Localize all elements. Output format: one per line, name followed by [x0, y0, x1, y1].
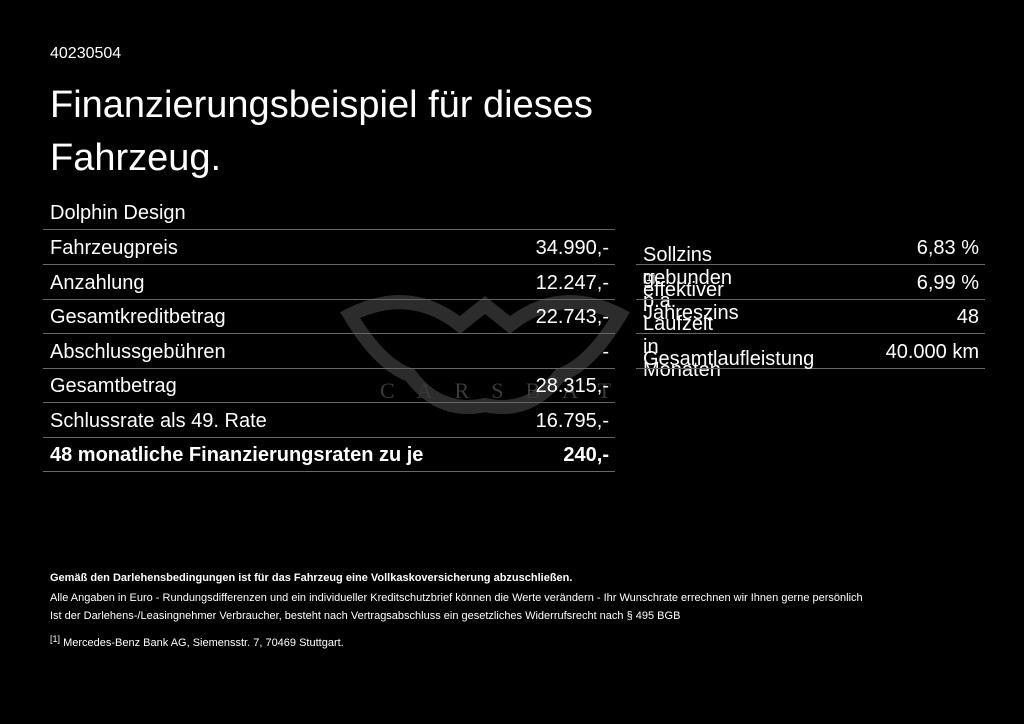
label-text: Sollzins gebunden p.a. — [643, 244, 732, 312]
label: Gesamtbetrag — [50, 375, 177, 397]
code: 40230504 — [50, 45, 122, 62]
value: 6,99 % — [916, 271, 979, 294]
label: Gesamtkreditbetrag — [50, 306, 226, 328]
table-row: Laufzeit in Monaten 48 — [636, 299, 985, 381]
label-text: effektiver Jahreszins — [643, 278, 739, 324]
footnote-mark: [1] — [50, 634, 61, 644]
table-row: Sollzins gebunden p.a. 6,83 % — [636, 230, 985, 312]
title: Fahrzeug. — [50, 137, 222, 179]
label: 48 monatliche Finanzierungsraten zu je — [50, 444, 424, 466]
footnote: [1] Mercedes-Benz Bank AG, Siemensstr. 7… — [50, 634, 344, 649]
table-row: Abschlussgebühren - — [43, 334, 615, 369]
caption: Dolphin Design — [50, 202, 186, 224]
table-row: Gesamtkreditbetrag 22.743,- — [43, 299, 615, 334]
table-row: Anzahlung 12.247,- — [43, 265, 615, 300]
total-row: 48 monatliche Finanzierungsraten zu je 24… — [43, 437, 615, 472]
value: - — [602, 340, 609, 363]
table-row: Fahrzeugpreis 34.990,- — [43, 230, 615, 265]
label-text: Laufzeit in Monaten — [643, 313, 721, 381]
table-row: effektiver Jahreszins [1] 6,99 % — [636, 265, 985, 324]
footnote-text: Mercedes-Benz Bank AG, Siemensstr. 7, 70… — [63, 637, 344, 649]
value: 240,- — [563, 444, 609, 466]
label-text: Gesamtlaufleistung — [643, 347, 815, 370]
note: Ist der Darlehens-/Leasingnehmer Verbrau… — [50, 610, 681, 622]
label: Anzahlung — [50, 271, 145, 294]
title: Finanzierungsbeispiel für dieses — [50, 84, 593, 126]
value: 12.247,- — [535, 271, 609, 294]
watermark-logo — [340, 295, 630, 414]
note: Alle Angaben in Euro - Rundungsdifferenz… — [50, 592, 863, 604]
value: 48 — [956, 306, 979, 328]
label: Fahrzeugpreis — [50, 237, 178, 259]
note-bold: Gemäß den Darlehensbedingungen ist für d… — [50, 572, 573, 584]
value: 6,83 % — [916, 237, 979, 259]
table-row: Schlussrate als 49. Rate 16.795,- — [43, 403, 615, 438]
caption-row: Dolphin Design — [43, 195, 615, 230]
label: Abschlussgebühren — [50, 340, 226, 363]
value: 28.315,- — [535, 375, 609, 397]
watermark: CARSBAT — [380, 378, 634, 403]
value: 40.000 km — [885, 340, 979, 363]
value: 34.990,- — [535, 237, 609, 259]
table-row: Gesamtlaufleistung 40.000 km — [636, 334, 985, 370]
value: 16.795,- — [535, 409, 609, 432]
footnote-ref: [1] — [643, 271, 656, 284]
value: 22.743,- — [535, 306, 609, 328]
label: effektiver Jahreszins [1] — [643, 271, 739, 324]
label: Schlussrate als 49. Rate — [50, 409, 267, 432]
table-row: Gesamtbetrag 28.315,- — [43, 368, 615, 403]
